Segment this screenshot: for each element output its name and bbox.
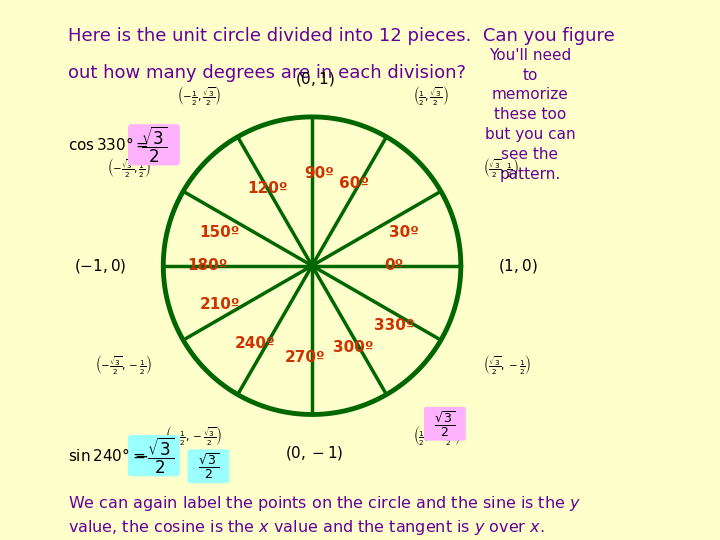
Text: $(-1,0)$: $(-1,0)$ [73, 256, 126, 275]
Text: 300º: 300º [333, 340, 374, 355]
Text: Here is the unit circle divided into 12 pieces.  Can you figure: Here is the unit circle divided into 12 … [68, 26, 614, 45]
Text: We can again label the points on the circle and the sine is the $\it{y}$: We can again label the points on the cir… [68, 494, 580, 513]
Text: 240º: 240º [235, 335, 276, 350]
Text: $(0,-1)$: $(0,-1)$ [285, 444, 344, 462]
Text: $\left(\frac{\sqrt{3}}{2},\frac{1}{2}\right)$: $\left(\frac{\sqrt{3}}{2},\frac{1}{2}\ri… [483, 156, 519, 179]
Text: 30º: 30º [390, 226, 419, 240]
Text: 120º: 120º [247, 181, 288, 196]
Text: $\left(-\frac{\sqrt{3}}{2},\frac{1}{2}\right)$: $\left(-\frac{\sqrt{3}}{2},\frac{1}{2}\r… [107, 156, 152, 179]
Text: $-\dfrac{\sqrt{3}}{2}$: $-\dfrac{\sqrt{3}}{2}$ [134, 436, 174, 476]
Text: $\left(\frac{1}{2},-\frac{\sqrt{3}}{2}\right)$: $\left(\frac{1}{2},-\frac{\sqrt{3}}{2}\r… [413, 424, 462, 448]
Text: $\dfrac{\sqrt{3}}{2}$: $\dfrac{\sqrt{3}}{2}$ [434, 409, 456, 438]
FancyBboxPatch shape [188, 450, 229, 483]
Text: $\left(-\frac{1}{2},\frac{\sqrt{3}}{2}\right)$: $\left(-\frac{1}{2},\frac{\sqrt{3}}{2}\r… [177, 84, 222, 107]
Text: 90º: 90º [305, 166, 334, 181]
Text: out how many degrees are in each division?: out how many degrees are in each divisio… [68, 64, 466, 82]
Text: value, the cosine is the $\it{x}$ value and the tangent is $\it{y}$ over $\it{x}: value, the cosine is the $\it{x}$ value … [68, 518, 544, 537]
Text: $\dfrac{\sqrt{3}}{2}$: $\dfrac{\sqrt{3}}{2}$ [198, 451, 219, 481]
Text: $\left(\frac{\sqrt{3}}{2},-\frac{1}{2}\right)$: $\left(\frac{\sqrt{3}}{2},-\frac{1}{2}\r… [483, 353, 531, 375]
Text: 180º: 180º [188, 258, 228, 273]
Text: 330º: 330º [374, 318, 414, 333]
Text: $(0,1)$: $(0,1)$ [294, 70, 335, 87]
Text: $\sin 240° =$: $\sin 240° =$ [68, 447, 145, 464]
Text: $\dfrac{\sqrt{3}}{2}$: $\dfrac{\sqrt{3}}{2}$ [141, 125, 167, 165]
Text: $\left(\frac{1}{2},\frac{\sqrt{3}}{2}\right)$: $\left(\frac{1}{2},\frac{\sqrt{3}}{2}\ri… [413, 84, 449, 107]
Text: You'll need
to
memorize
these too
but you can
see the
pattern.: You'll need to memorize these too but yo… [485, 48, 575, 181]
Text: $\cos 330° =$: $\cos 330° =$ [68, 136, 148, 153]
Text: 150º: 150º [199, 226, 240, 240]
FancyBboxPatch shape [129, 125, 179, 165]
Text: $\left(-\frac{\sqrt{3}}{2},-\frac{1}{2}\right)$: $\left(-\frac{\sqrt{3}}{2},-\frac{1}{2}\… [94, 353, 152, 375]
Text: 270º: 270º [284, 350, 325, 366]
Text: 60º: 60º [338, 177, 369, 191]
Text: 0º: 0º [384, 258, 403, 273]
Text: $(1,0)$: $(1,0)$ [498, 256, 538, 275]
FancyBboxPatch shape [425, 408, 465, 440]
Text: $\left(-\frac{1}{2},-\frac{\sqrt{3}}{2}\right)$: $\left(-\frac{1}{2},-\frac{\sqrt{3}}{2}\… [165, 424, 222, 448]
Text: 210º: 210º [199, 297, 240, 312]
FancyBboxPatch shape [129, 436, 179, 476]
